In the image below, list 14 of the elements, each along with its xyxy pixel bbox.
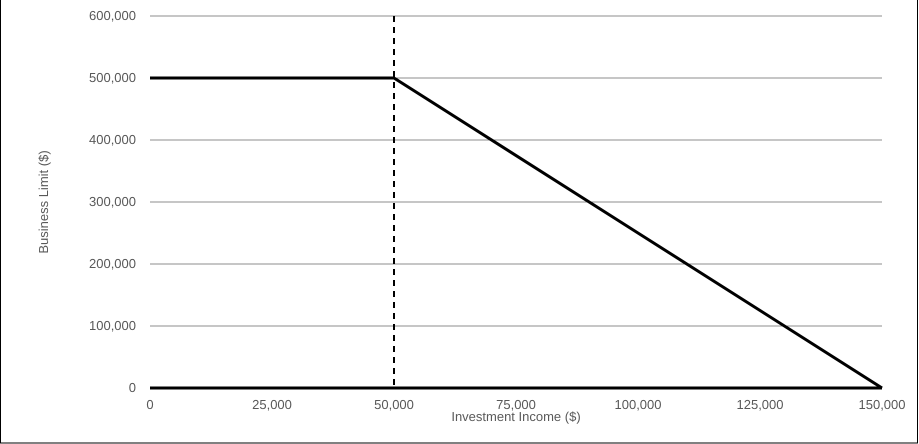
y-tick-label: 400,000 [89,132,136,148]
y-tick-label: 100,000 [89,318,136,334]
y-tick-label: 300,000 [89,194,136,210]
x-tick-label: 150,000 [858,397,906,412]
x-tick-label: 25,000 [252,397,292,412]
x-tick-label: 0 [146,397,154,412]
y-tick-label: 500,000 [89,70,136,86]
y-axis-title: Business Limit ($) [36,150,51,254]
y-tick-label: 0 [128,380,136,396]
y-tick-label: 600,000 [89,8,136,24]
x-tick-label: 50,000 [374,397,414,412]
x-tick-label: 125,000 [736,397,784,412]
y-tick-label: 200,000 [89,256,136,272]
x-tick-label: 100,000 [614,397,662,412]
